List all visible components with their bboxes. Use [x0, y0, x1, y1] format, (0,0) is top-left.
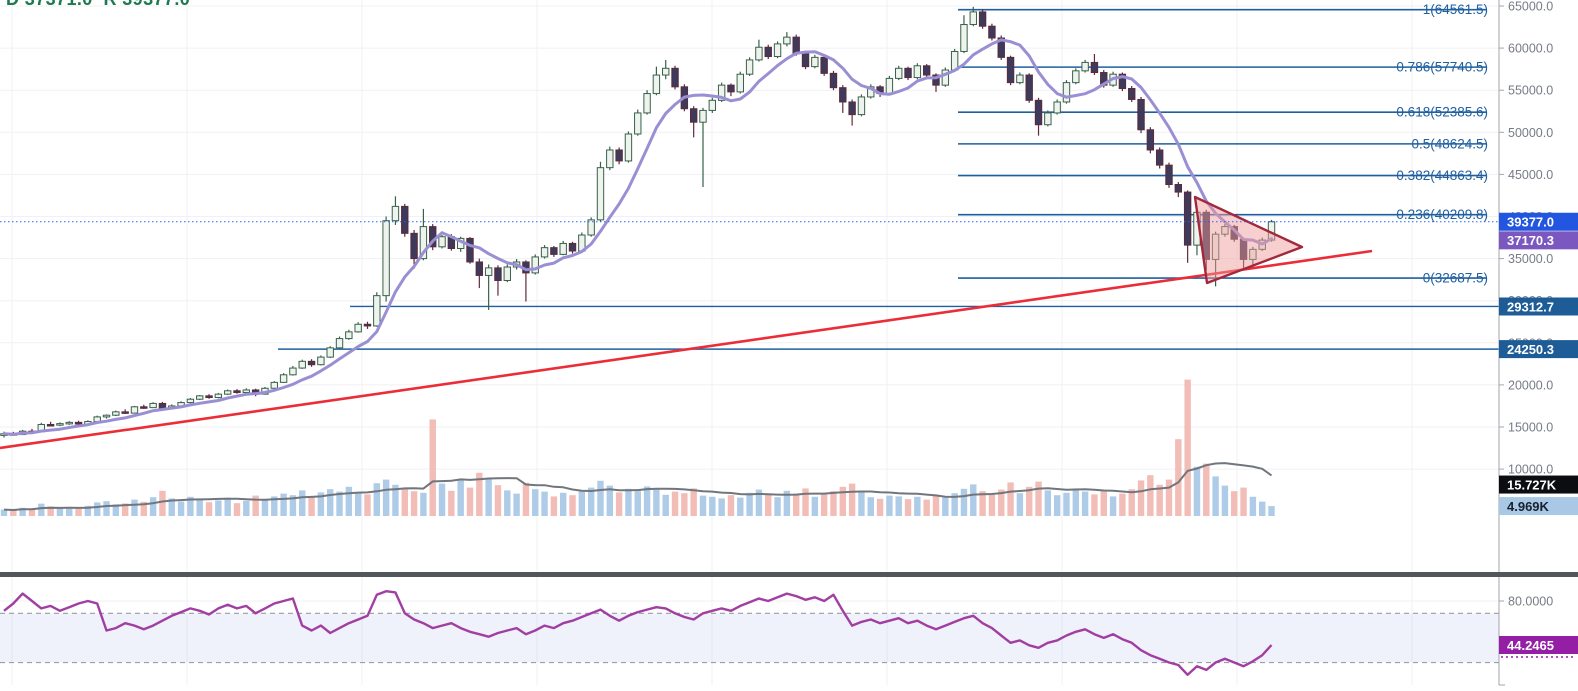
pane-separator[interactable]: [0, 572, 1578, 577]
price-badge-text: 24250.3: [1507, 342, 1554, 357]
gridlines: [0, 0, 1499, 685]
price-badge-text: 37170.3: [1507, 233, 1554, 248]
volume-series: [0, 379, 1275, 516]
axis-tick-label: 60000.0: [1508, 42, 1553, 56]
axis-tick-label: 65000.0: [1508, 0, 1553, 14]
price-badge-text: 15.727K: [1507, 477, 1557, 492]
candlestick-series: [0, 6, 1276, 438]
triangle-pattern[interactable]: [1193, 195, 1304, 285]
ohlc-legend: D 37371.0 R 39377.0: [6, 0, 190, 10]
rsi-pane: [0, 590, 1499, 676]
price-badge: [1499, 497, 1578, 516]
axis-tick-label: 10000.0: [1508, 463, 1553, 477]
price-badge-text: 44.2465: [1507, 638, 1554, 653]
axis-tick-label: 35000.0: [1508, 252, 1553, 266]
axis-tick-label: 80.0000: [1508, 595, 1553, 609]
price-axis[interactable]: 65000.060000.055000.050000.045000.040000…: [1498, 0, 1578, 686]
fib-level-label: 0.236(40209.8): [1396, 207, 1488, 222]
price-badge-text: 29312.7: [1507, 299, 1554, 314]
volume-ma-line: [3, 462, 1273, 511]
axis-tick-label: 15000.0: [1508, 421, 1553, 435]
price-badge: [1499, 636, 1578, 655]
trendline[interactable]: [0, 249, 1373, 450]
axis-tick-label: 50000.0: [1508, 126, 1553, 140]
fib-level-label: 0.618(52385.6): [1396, 105, 1488, 120]
axis-tick-label: 45000.0: [1508, 168, 1553, 182]
price-badge: [1499, 475, 1578, 494]
axis-tick-label: 20000.0: [1508, 378, 1553, 392]
fib-level-label: 0.382(44863.4): [1396, 168, 1488, 183]
rsi-line: [3, 590, 1273, 676]
fib-level-label: 0.5(48624.5): [1411, 136, 1488, 151]
price-badge: [1499, 297, 1578, 316]
price-ma-line: [2, 38, 1273, 436]
fib-level-label: 0(32687.5): [1423, 271, 1488, 286]
support-lines[interactable]: [278, 305, 1499, 350]
price-badge: [1499, 212, 1578, 231]
price-badge-text: 4.969K: [1507, 499, 1550, 514]
fib-level-label: 0.786(57740.5): [1396, 60, 1488, 75]
fib-level-label: 1(64561.5): [1423, 2, 1488, 17]
price-badge: [1499, 340, 1578, 359]
axis-tick-label: 55000.0: [1508, 84, 1553, 98]
price-badge: [1499, 231, 1578, 250]
price-badge-text: 39377.0: [1507, 215, 1554, 230]
